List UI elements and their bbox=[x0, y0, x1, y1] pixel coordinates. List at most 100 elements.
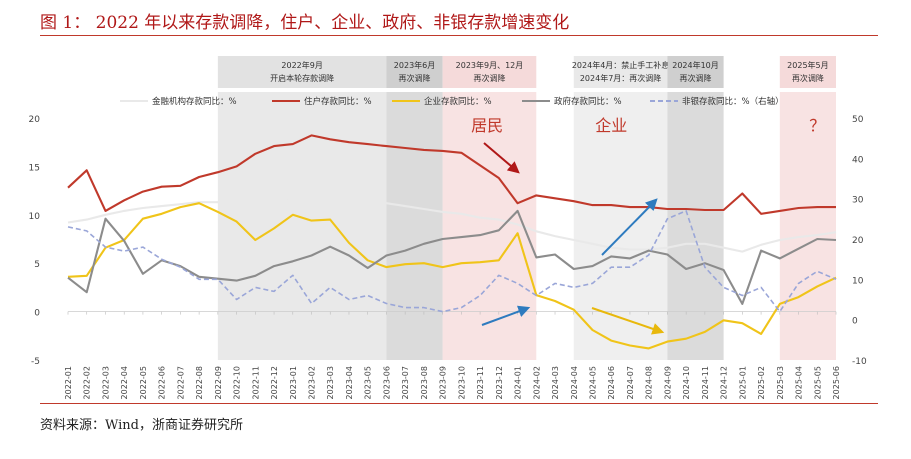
legend-label: 金融机构存款同比：% bbox=[152, 96, 237, 107]
x-tick-label: 2024-11 bbox=[701, 366, 710, 399]
chart-title: 图 1： 2022 年以来存款调降，住户、企业、政府、非银存款增速变化 bbox=[40, 13, 570, 33]
period-bands bbox=[217, 92, 836, 360]
period-label: 再次调降 bbox=[680, 73, 712, 83]
x-tick-label: 2022-03 bbox=[101, 366, 110, 399]
period-banner bbox=[779, 56, 836, 88]
period-label: 2023年6月 bbox=[394, 60, 435, 70]
legend: 金融机构存款同比：% 住户存款同比：% 企业存款同比：% 政府存款同比：% 非银存款同比… bbox=[120, 96, 784, 107]
x-tick-label: 2023-07 bbox=[401, 366, 410, 399]
period-banner bbox=[386, 56, 443, 88]
series-line bbox=[67, 202, 837, 350]
x-tick-label: 2024-02 bbox=[532, 366, 541, 399]
period-label: 2024年4月：禁止手工补息 bbox=[572, 60, 669, 70]
arrow-yellow bbox=[591, 307, 665, 335]
period-banner bbox=[217, 56, 387, 88]
x-tick-label: 2023-11 bbox=[476, 366, 485, 399]
annotations: 居民 企业 ？ bbox=[471, 116, 825, 335]
x-tick-label: 2022-07 bbox=[176, 366, 185, 399]
annotation-label: 居民 bbox=[471, 116, 503, 135]
x-tick-label: 2025-02 bbox=[757, 366, 766, 399]
x-tick-label: 2022-11 bbox=[251, 366, 260, 399]
x-tick-label: 2023-05 bbox=[364, 366, 373, 399]
x-tick-label: 2025-03 bbox=[776, 366, 785, 399]
period-band bbox=[217, 92, 387, 360]
x-tick-label: 2023-10 bbox=[457, 366, 466, 399]
x-tick-label: 2022-12 bbox=[270, 366, 279, 399]
period-label: 再次调降 bbox=[399, 73, 431, 83]
x-tick-label: 2025-05 bbox=[813, 366, 822, 399]
period-banner bbox=[573, 56, 668, 88]
y-right-tick: -10 bbox=[852, 357, 867, 367]
arrow-blue-upper bbox=[601, 198, 658, 256]
period-label: 开启本轮存款调降 bbox=[270, 73, 334, 83]
x-tick-label: 2023-12 bbox=[495, 366, 504, 399]
y-right-tick: 40 bbox=[852, 155, 864, 165]
x-tick-label: 2023-03 bbox=[326, 366, 335, 399]
period-band bbox=[573, 92, 668, 360]
y-left-tick: 20 bbox=[29, 115, 41, 125]
period-banner bbox=[667, 56, 724, 88]
series-line bbox=[67, 210, 837, 313]
y-right-tick: 20 bbox=[852, 236, 864, 246]
x-tick-label: 2024-04 bbox=[570, 366, 579, 399]
x-tick-label: 2024-12 bbox=[720, 366, 729, 399]
y-right-tick: 50 bbox=[852, 115, 864, 125]
period-band bbox=[779, 92, 836, 360]
y-left-tick: 5 bbox=[34, 260, 40, 270]
x-tick-label: 2022-09 bbox=[214, 366, 223, 399]
series-line bbox=[67, 209, 837, 305]
x-tick-label: 2023-06 bbox=[382, 366, 391, 399]
y-left-tick: -5 bbox=[31, 357, 40, 367]
axes: -5 0 5 10 15 20 -10 0 10 20 30 40 50 2022-01 2022-02 20… bbox=[29, 115, 867, 399]
period-label: 再次调降 bbox=[473, 73, 505, 83]
period-band bbox=[386, 92, 443, 360]
y-right-tick: 10 bbox=[852, 276, 864, 286]
y-left-tick: 15 bbox=[29, 163, 40, 173]
series-line bbox=[67, 189, 837, 253]
bottom-rule bbox=[40, 403, 878, 404]
x-tick-label: 2022-02 bbox=[83, 366, 92, 399]
title-rule bbox=[40, 35, 878, 36]
period-band bbox=[667, 92, 724, 360]
y-right-tick: 0 bbox=[852, 317, 858, 327]
x-tick-label: 2022-08 bbox=[195, 366, 204, 399]
x-tick-label: 2024-03 bbox=[551, 366, 560, 399]
period-banner bbox=[442, 56, 537, 88]
arrow-blue-lower bbox=[481, 305, 531, 326]
x-tick-label: 2025-04 bbox=[795, 366, 804, 399]
legend-label: 非银存款同比：%（右轴） bbox=[682, 96, 784, 107]
x-tick-label: 2024-05 bbox=[588, 366, 597, 399]
x-tick-label: 2024-08 bbox=[645, 366, 654, 399]
series-lines bbox=[67, 134, 837, 350]
legend-label: 政府存款同比：% bbox=[554, 96, 622, 107]
period-label: 2024年7月：再次调降 bbox=[580, 73, 661, 83]
period-label: 2024年10月 bbox=[672, 60, 719, 70]
x-tick-label: 2022-06 bbox=[158, 366, 167, 399]
source-note: 资料来源：Wind，浙商证券研究所 bbox=[40, 418, 243, 433]
x-tick-label: 2024-01 bbox=[514, 366, 523, 399]
annotation-label: 企业 bbox=[595, 116, 627, 135]
x-tick-label: 2022-10 bbox=[233, 366, 242, 399]
period-label: 2022年9月 bbox=[281, 60, 322, 70]
x-tick-label: 2022-01 bbox=[64, 366, 73, 399]
arrow-red bbox=[483, 142, 520, 174]
legend-label: 企业存款同比：% bbox=[424, 96, 492, 107]
x-tick-label: 2022-05 bbox=[139, 366, 148, 399]
x-tick-label: 2023-09 bbox=[439, 366, 448, 399]
legend-label: 住户存款同比：% bbox=[304, 96, 372, 107]
y-left-tick: 0 bbox=[34, 309, 40, 319]
annotation-label: ？ bbox=[809, 116, 825, 135]
series-line bbox=[67, 134, 836, 215]
x-tick-label: 2023-02 bbox=[308, 366, 317, 399]
x-tick-label: 2023-08 bbox=[420, 366, 429, 399]
y-right-tick: 30 bbox=[852, 196, 864, 206]
x-tick-label: 2025-06 bbox=[832, 366, 841, 399]
x-tick-label: 2024-07 bbox=[626, 366, 635, 399]
x-tick-label: 2024-06 bbox=[607, 366, 616, 399]
x-tick-label: 2024-09 bbox=[663, 366, 672, 399]
period-label: 2025年5月 bbox=[787, 60, 828, 70]
x-tick-label: 2023-01 bbox=[289, 366, 298, 399]
y-left-tick: 10 bbox=[29, 212, 41, 222]
